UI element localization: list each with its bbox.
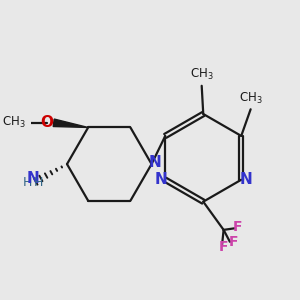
Text: N: N [148, 155, 161, 170]
Text: O: O [40, 115, 53, 130]
Text: F: F [228, 236, 238, 249]
Polygon shape [53, 119, 88, 128]
Text: F: F [219, 240, 228, 254]
Text: CH$_3$: CH$_3$ [2, 115, 26, 130]
Text: N: N [154, 172, 167, 187]
Text: H: H [23, 176, 32, 189]
Text: CH$_3$: CH$_3$ [239, 90, 262, 106]
Text: F: F [233, 220, 242, 234]
Text: N: N [27, 171, 40, 186]
Text: CH$_3$: CH$_3$ [190, 67, 214, 82]
Text: N: N [240, 172, 252, 187]
Text: H: H [34, 176, 43, 189]
